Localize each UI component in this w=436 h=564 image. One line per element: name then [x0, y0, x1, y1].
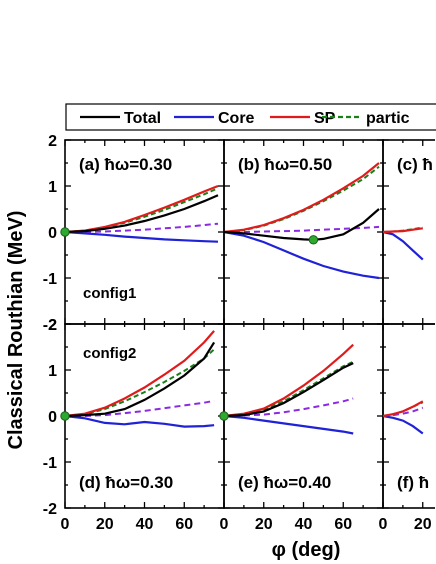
series-line-core [64, 230, 219, 243]
y-tick-label: 2 [48, 133, 57, 150]
legend-label: Total [124, 110, 161, 127]
series-line-purple [224, 225, 380, 233]
y-tick-label: 1 [48, 179, 57, 196]
panel: (b) ħω=0.50 [223, 139, 384, 325]
x-tick-label: 60 [334, 516, 352, 533]
minimum-marker [60, 411, 70, 421]
series-line-total [223, 362, 354, 418]
legend-entry: Total [80, 110, 161, 127]
legend-box [65, 103, 436, 131]
y-axis-title: Classical Routhian (MeV) [5, 211, 27, 450]
x-axis-title: φ (deg) [272, 539, 341, 561]
minimum-marker [219, 411, 229, 421]
series-line-core [382, 414, 424, 435]
panel: (c) ħ [382, 139, 435, 325]
y-tick-label: -2 [43, 501, 57, 518]
y-tick-label: -1 [43, 271, 57, 288]
y-tick-label: 1 [48, 363, 57, 380]
panel-label: (b) ħω=0.50 [238, 155, 332, 174]
series-line-purple [382, 406, 424, 417]
minimum-marker [60, 227, 70, 237]
series-line-sp [223, 343, 354, 418]
legend-entry: partic [322, 110, 410, 127]
config-label: config2 [83, 345, 136, 362]
y-tick-label: 0 [48, 225, 57, 242]
panel-label: (f) ħ [397, 473, 429, 492]
legend-label: Core [218, 110, 255, 127]
axes-text: Classical Routhian (MeV) φ (deg) [5, 211, 340, 561]
series-line-purple [65, 222, 219, 233]
x-tick-label: 20 [96, 516, 114, 533]
series-line-sp [223, 162, 380, 234]
x-tick-label: 0 [61, 516, 70, 533]
panel-label: (d) ħω=0.30 [79, 473, 173, 492]
y-tick-label: -1 [43, 455, 57, 472]
y-tick-label: 2 [48, 317, 57, 334]
legend-label: SP [314, 110, 336, 127]
series-line-total [223, 208, 380, 241]
legend-label: partic [366, 110, 410, 127]
x-tick-label: 40 [295, 516, 313, 533]
y-tick-label: 0 [48, 409, 57, 426]
x-tick-label: 20 [255, 516, 273, 533]
panel-label: (c) ħ [397, 155, 433, 174]
series-line-sp [64, 330, 215, 418]
y-tick-label: -2 [43, 317, 57, 334]
series-line-particle [223, 360, 354, 417]
legend-entry: SP [270, 110, 336, 127]
series-line-particle [223, 165, 380, 233]
panel: 0 20 40 60 (e) ħω=0.40 [219, 323, 384, 533]
series-line-sp [382, 400, 424, 418]
series-line-core [382, 230, 424, 261]
series-line-purple [65, 399, 215, 417]
x-tick-label: 20 [414, 516, 432, 533]
panel-label: (e) ħω=0.40 [238, 473, 331, 492]
series-line-total [64, 194, 219, 234]
series-line-total [64, 341, 216, 418]
series-line-core [223, 414, 354, 435]
legend: Total Core SP partic [65, 103, 436, 131]
series-line-sp [382, 227, 423, 234]
legend-entry: Core [174, 110, 255, 127]
minimum-marker [308, 235, 319, 245]
x-tick-label: 40 [136, 516, 154, 533]
x-tick-label: 0 [220, 516, 229, 533]
x-tick-label: 60 [175, 516, 193, 533]
panel-label: (a) ħω=0.30 [79, 155, 172, 174]
series-line-core [64, 414, 215, 428]
x-tick-label: 0 [379, 516, 388, 533]
config-label: config1 [83, 285, 136, 302]
series-line-core [223, 230, 380, 280]
